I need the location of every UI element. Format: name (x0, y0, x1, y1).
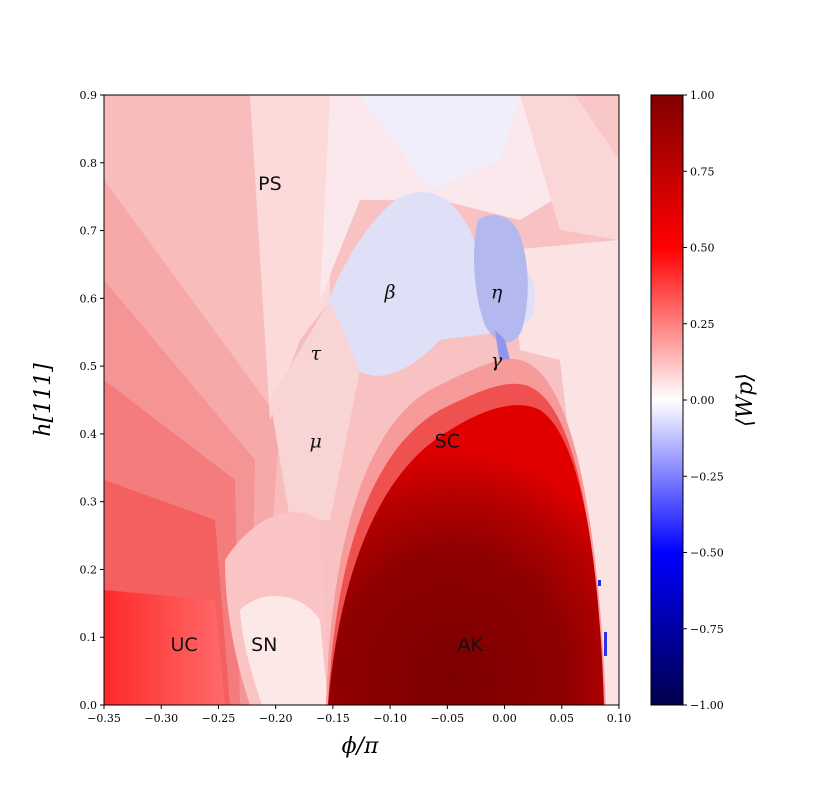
sn-core (240, 596, 328, 705)
y-tick-label: 0.8 (80, 157, 98, 170)
upper-right-corner (575, 95, 619, 160)
y-tick-label: 0.7 (80, 225, 98, 238)
y-axis-ticks: 0.0 0.1 0.2 0.3 0.4 0.5 0.6 0.7 0.8 0.9 (80, 89, 104, 712)
colorbar-tick-label: −0.75 (690, 623, 724, 636)
region-labels: PS β η τ γ μ SC UC SN AK (171, 173, 503, 656)
x-tick-label: −0.05 (430, 712, 464, 725)
region-label-0: PS (258, 173, 282, 195)
pale-column (250, 95, 330, 420)
plot-frame (103, 94, 620, 706)
region-label-9: AK (457, 634, 483, 656)
x-tick-label: −0.10 (373, 712, 407, 725)
region-label-1: β (384, 282, 396, 304)
colorbar-tick-label: 0.75 (690, 165, 715, 178)
colorbar (650, 94, 684, 706)
region-label-6: SC (435, 431, 460, 453)
eta-region (474, 215, 528, 343)
colorbar-ticks: −1.00 −0.75 −0.50 −0.25 0.00 0.25 0.50 0.75 1.00 (683, 89, 724, 712)
colorbar-tick-label: 1.00 (690, 89, 715, 102)
colorbar-tick-label: −0.25 (690, 470, 724, 483)
y-tick-label: 0.9 (80, 89, 98, 102)
y-tick-label: 0.2 (80, 563, 98, 576)
region-label-5: μ (310, 431, 322, 453)
phase-diagram-heatmap (104, 95, 619, 705)
y-tick-label: 0.4 (80, 428, 98, 441)
y-tick-label: 0.0 (80, 699, 98, 712)
region-label-4: γ (491, 349, 503, 371)
colorbar-tick-label: 0.00 (690, 394, 715, 407)
gamma-region (495, 330, 512, 368)
upper-right-pink (520, 95, 619, 240)
colorbar-tick-label: −1.00 (690, 699, 724, 712)
region-label-7: UC (171, 634, 198, 656)
beta-region (320, 191, 535, 376)
uc-core (104, 590, 225, 705)
y-axis-label: h[111] (31, 363, 56, 437)
colorbar-tick-label: 0.25 (690, 318, 715, 331)
x-tick-label: −0.30 (144, 712, 178, 725)
ak-dome (328, 405, 604, 705)
x-tick-label: 0.00 (492, 712, 517, 725)
x-tick-label: 0.10 (607, 712, 632, 725)
x-tick-label: −0.25 (202, 712, 236, 725)
y-tick-label: 0.6 (80, 292, 98, 305)
x-tick-label: −0.35 (87, 712, 121, 725)
x-tick-label: −0.20 (259, 712, 293, 725)
colorbar-tick-label: −0.50 (690, 547, 724, 560)
region-label-3: τ (310, 343, 321, 365)
y-tick-label: 0.5 (80, 360, 98, 373)
colorbar-label: ⟨Wp⟩ (733, 373, 758, 427)
y-tick-label: 0.1 (80, 631, 98, 644)
region-label-8: SN (251, 634, 277, 656)
x-axis-ticks: −0.35 −0.30 −0.25 −0.20 −0.15 −0.10 −0.05 0.00 0… (87, 705, 631, 725)
x-tick-label: −0.15 (316, 712, 350, 725)
x-axis-label: ϕ/π (342, 734, 379, 759)
y-tick-label: 0.3 (80, 496, 98, 509)
x-tick-label: 0.05 (550, 712, 575, 725)
upper-bluish (360, 95, 520, 190)
colorbar-tick-label: 0.50 (690, 242, 715, 255)
region-label-2: η (491, 282, 503, 304)
tau-mu-zone (270, 300, 360, 520)
